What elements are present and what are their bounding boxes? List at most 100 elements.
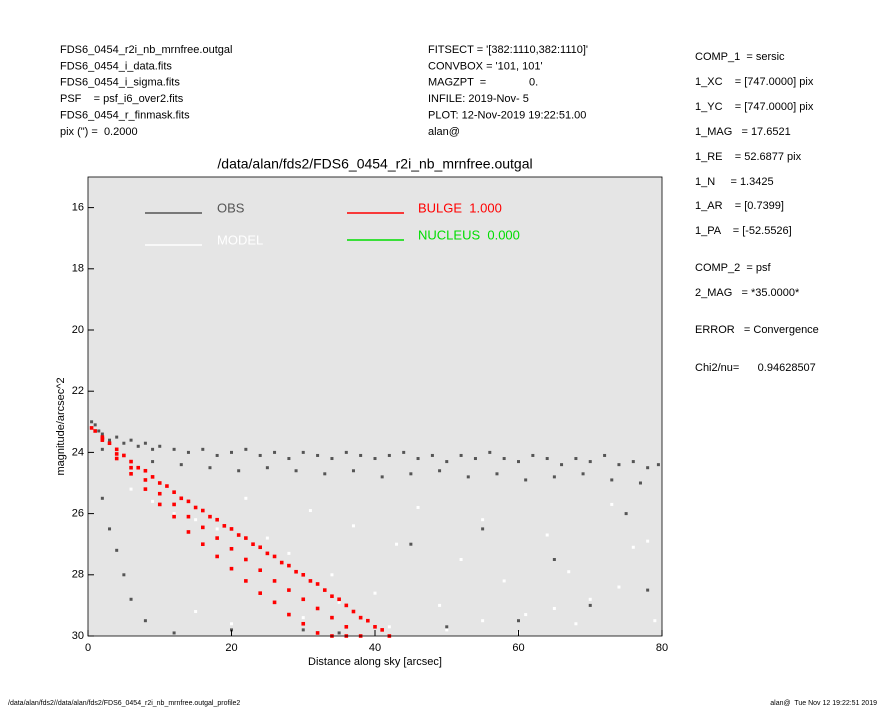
point [100,447,104,451]
point [215,527,219,531]
point [445,460,449,464]
point [193,505,198,510]
point [151,499,155,503]
point [287,551,291,555]
point [97,429,101,433]
point [567,570,571,574]
point [351,469,355,473]
point [358,615,363,620]
point [136,465,141,470]
point [301,573,306,577]
point [229,527,234,531]
point [323,472,327,476]
point [646,466,650,470]
point [172,512,176,516]
point [272,579,277,583]
point [481,518,485,522]
point [610,502,614,506]
point [143,441,147,445]
point [208,514,212,519]
point [502,457,506,461]
fit-result: COMP_1 = sersic [695,51,785,63]
point [517,619,520,623]
point [287,563,291,568]
point [93,429,97,433]
point [373,591,377,595]
point [438,603,442,607]
header-line: MAGZPT = 0. [428,77,538,89]
point [172,447,176,451]
point [445,628,449,632]
point [129,438,133,442]
point [186,499,191,504]
point [114,456,119,461]
point [631,545,635,549]
point [273,450,277,454]
fit-result: ERROR = Convergence [695,324,819,336]
point [108,438,112,442]
point [646,588,650,592]
point [588,460,592,464]
point [129,472,133,476]
x-tick-label: 20 [225,642,237,654]
point [517,460,520,464]
point [574,622,578,626]
point [322,588,327,592]
point [344,603,349,608]
point [229,566,234,571]
header-line: alan@ [428,126,460,138]
point [93,423,97,427]
point [588,597,592,601]
point [481,527,485,531]
y-tick-label: 20 [72,324,84,336]
point [301,450,305,454]
point [459,558,463,561]
point [157,491,162,496]
point [129,459,133,464]
y-tick-label: 30 [72,630,84,642]
point [186,450,190,454]
point [157,502,162,507]
y-tick-label: 22 [72,385,84,397]
x-tick-label: 0 [85,642,91,654]
legend-label: MODEL [217,232,263,247]
point [129,487,133,491]
point [222,524,227,528]
point [402,450,406,454]
point [301,628,305,632]
point [251,542,255,546]
point [330,457,334,461]
point [646,539,650,543]
point [143,468,148,473]
point [244,496,248,500]
point [279,560,284,565]
point [581,472,585,476]
point [308,509,312,513]
point [351,609,356,614]
point [244,579,248,583]
point [90,420,94,424]
point [409,542,413,546]
point [230,622,233,626]
point [366,618,370,623]
point [194,518,198,522]
point [265,466,269,470]
point [186,530,191,534]
point [409,472,413,476]
point [215,453,219,457]
point [165,484,169,488]
point [294,569,298,574]
legend-label: NUCLEUS 0.000 [418,227,520,242]
point [466,475,470,479]
point [545,457,549,461]
point [157,481,162,485]
y-axis-label: magnitude/arcsec^2 [55,377,67,475]
x-tick-label: 80 [656,642,668,654]
point [638,481,642,485]
header-line: FDS6_0454_r2i_nb_mrnfree.outgal [60,44,232,56]
point [344,625,349,629]
point [201,447,205,451]
point [301,616,305,620]
footer-left: /data/alan/fds2//data/alan/fds2/FDS6_045… [8,700,240,707]
